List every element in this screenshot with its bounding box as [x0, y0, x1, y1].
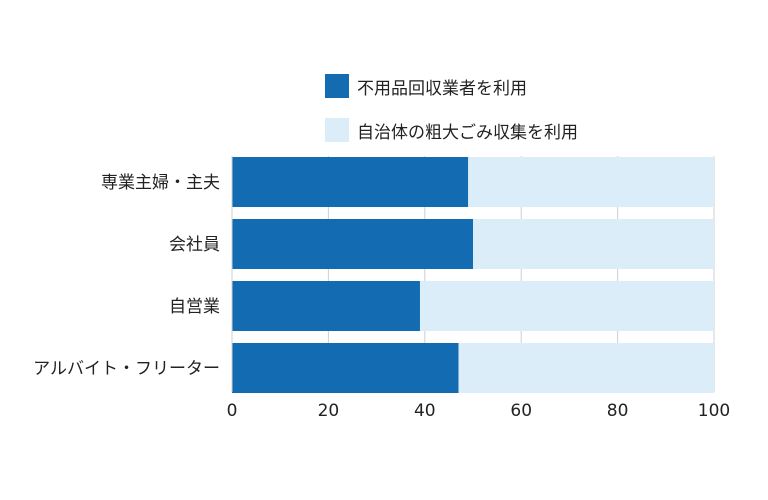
bar-waste-collector-3 — [232, 343, 459, 393]
x-tick-label-40: 40 — [414, 401, 436, 421]
legend-swatch-waste-collector — [325, 74, 349, 98]
x-tick-label-0: 0 — [227, 401, 238, 421]
x-tick-label-20: 20 — [318, 401, 340, 421]
category-label-2: 自営業 — [169, 297, 220, 317]
bar-municipal-collection-0 — [468, 157, 714, 207]
bar-waste-collector-2 — [232, 281, 420, 331]
x-tick-label-60: 60 — [510, 401, 532, 421]
bar-municipal-collection-2 — [419, 281, 714, 331]
legend: 不用品回収業者を利用 自治体の粗大ごみ収集を利用 — [325, 72, 578, 160]
category-label-3: アルバイト・フリーター — [33, 359, 220, 379]
bar-waste-collector-0 — [232, 157, 469, 207]
legend-swatch-municipal-collection — [325, 118, 349, 142]
legend-label-municipal-collection: 自治体の粗大ごみ収集を利用 — [357, 122, 578, 143]
category-label-0: 専業主婦・主夫 — [101, 173, 220, 193]
legend-item-waste-collector: 不用品回収業者を利用 — [325, 72, 578, 100]
x-tick-label-100: 100 — [698, 401, 730, 421]
legend-item-municipal-collection: 自治体の粗大ごみ収集を利用 — [325, 116, 578, 144]
bar-waste-collector-1 — [232, 219, 473, 269]
bar-municipal-collection-1 — [473, 219, 714, 269]
legend-label-waste-collector: 不用品回収業者を利用 — [357, 78, 527, 99]
bar-municipal-collection-3 — [458, 343, 714, 393]
category-label-1: 会社員 — [169, 235, 220, 255]
x-tick-label-80: 80 — [607, 401, 629, 421]
